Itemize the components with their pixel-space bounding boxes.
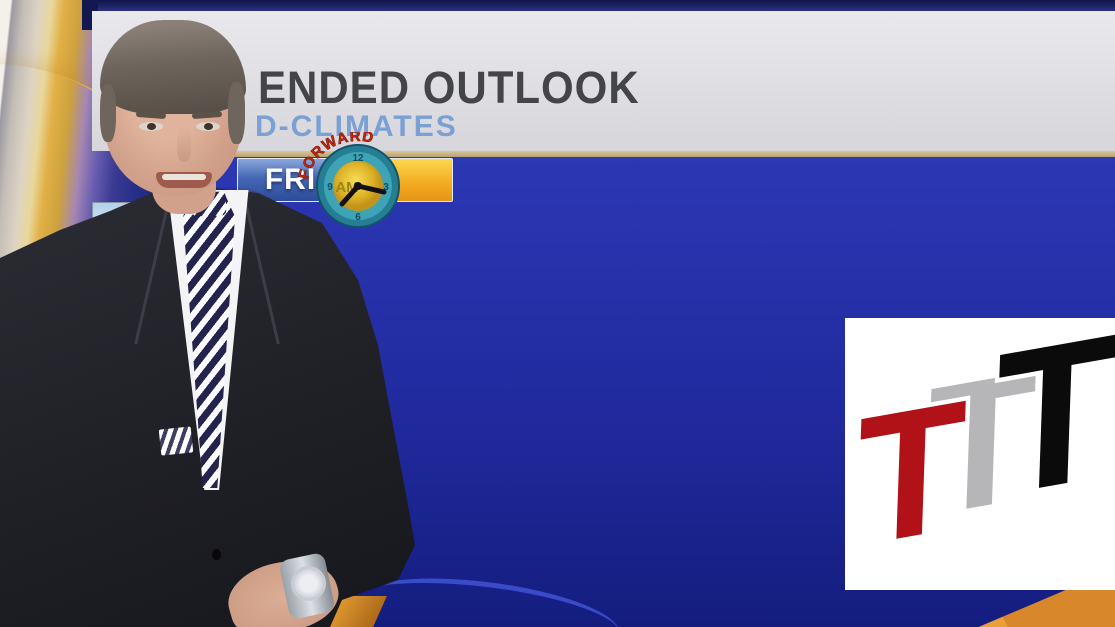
logo-letter-red: T [854,360,969,585]
logo-letter-black: T [991,318,1115,539]
station-logo: T T T [845,318,1115,590]
studio-sky-monitor [92,202,186,278]
clock-number-12: 12 [352,153,364,164]
forecast-cell-thu: 52 [201,200,277,324]
clock-number-9: 9 [327,182,333,193]
logo-letter-gray: T [924,330,1039,555]
page-title: ENDED OUTLOOK [258,62,640,113]
low-temp: 2 [250,287,269,326]
banner-divider [180,151,1115,157]
page-subtitle: D-CLIMATES [255,110,458,143]
screen-top-strip [92,0,1115,11]
spring-forward-clock-icon: 12 3 6 9 AM FORWARD [296,132,420,230]
title-banner: ENDED OUTLOOK D-CLIMATES [92,11,1115,151]
clock-number-6: 6 [355,212,361,223]
